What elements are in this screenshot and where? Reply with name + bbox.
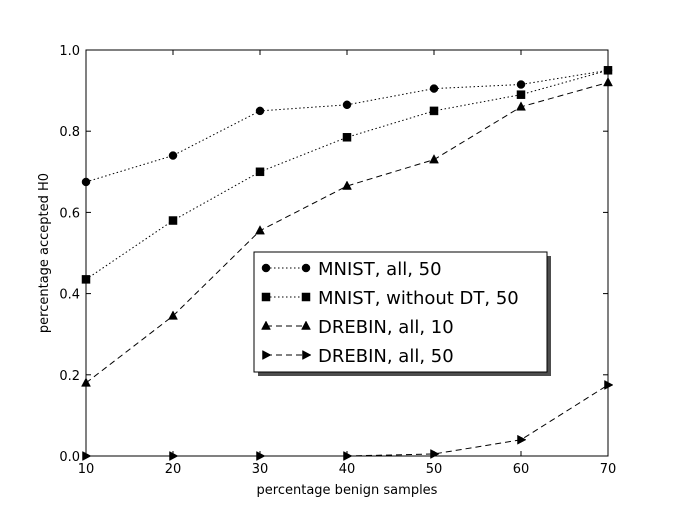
legend-entry: MNIST, all, 50: [261, 259, 442, 280]
series-4: [82, 380, 614, 461]
data-point: [430, 449, 440, 459]
legend: MNIST, all, 50 MNIST, without DT, 50 DREBI…: [253, 251, 551, 376]
data-point: [604, 380, 614, 390]
x-tick-label: 70: [600, 462, 617, 477]
data-point: [429, 106, 439, 116]
legend-marker: [301, 320, 311, 330]
data-point: [168, 216, 178, 225]
y-tick-label: 0.0: [59, 450, 80, 465]
legend-label: DREBIN, all, 10: [318, 317, 454, 338]
data-point: [255, 167, 265, 177]
data-point: [342, 100, 352, 110]
y-tick-label: 0.6: [59, 206, 80, 221]
plot-frame: [85, 49, 609, 457]
x-tick-label: 10: [78, 462, 95, 477]
legend-label: MNIST, without DT, 50: [318, 288, 519, 309]
legend-marker: [262, 350, 272, 360]
x-axis-label: percentage benign samples: [257, 483, 438, 498]
legend-entry: MNIST, without DT, 50: [261, 288, 519, 309]
legend-entry: DREBIN, all, 10: [261, 317, 454, 338]
data-point: [255, 225, 265, 235]
x-tick-label: 30: [252, 462, 269, 477]
y-tick-label: 0.4: [59, 288, 80, 303]
legend-marker: [261, 292, 271, 302]
series-2: [81, 66, 613, 284]
data-point: [429, 84, 439, 93]
series-line: [85, 69, 609, 183]
legend-entry: DREBIN, all, 50: [262, 346, 454, 367]
legend-marker: [301, 292, 311, 302]
legend-label: DREBIN, all, 50: [318, 346, 454, 367]
y-axis-label: percentage accepted H0: [37, 173, 52, 333]
x-tick-label: 50: [426, 462, 443, 477]
data-point: [516, 90, 526, 99]
series-line: [86, 384, 609, 457]
data-point: [168, 151, 178, 160]
data-point: [342, 133, 352, 142]
data-point: [168, 310, 178, 320]
x-tick-label: 60: [513, 462, 530, 477]
y-tick-label: 1.0: [59, 44, 80, 59]
legend-marker: [261, 320, 271, 330]
y-tick-label: 0.2: [59, 369, 80, 384]
legend-marker: [301, 263, 311, 273]
data-point: [517, 434, 527, 445]
axis-ticks: 10 20 30 40 50 60 70 0.0 0.2 0.4 0.6 0.8 1.0: [59, 44, 616, 477]
legend-label: MNIST, all, 50: [318, 259, 442, 280]
data-point: [516, 101, 526, 111]
legend-marker: [261, 263, 271, 273]
x-tick-label: 20: [165, 462, 182, 477]
data-point: [429, 154, 439, 164]
data-point: [516, 80, 526, 89]
data-point: [342, 180, 352, 190]
y-tick-label: 0.8: [59, 125, 80, 140]
x-tick-label: 40: [339, 462, 356, 477]
series-1: [81, 66, 613, 187]
data-point: [255, 106, 265, 116]
legend-marker: [302, 350, 312, 360]
